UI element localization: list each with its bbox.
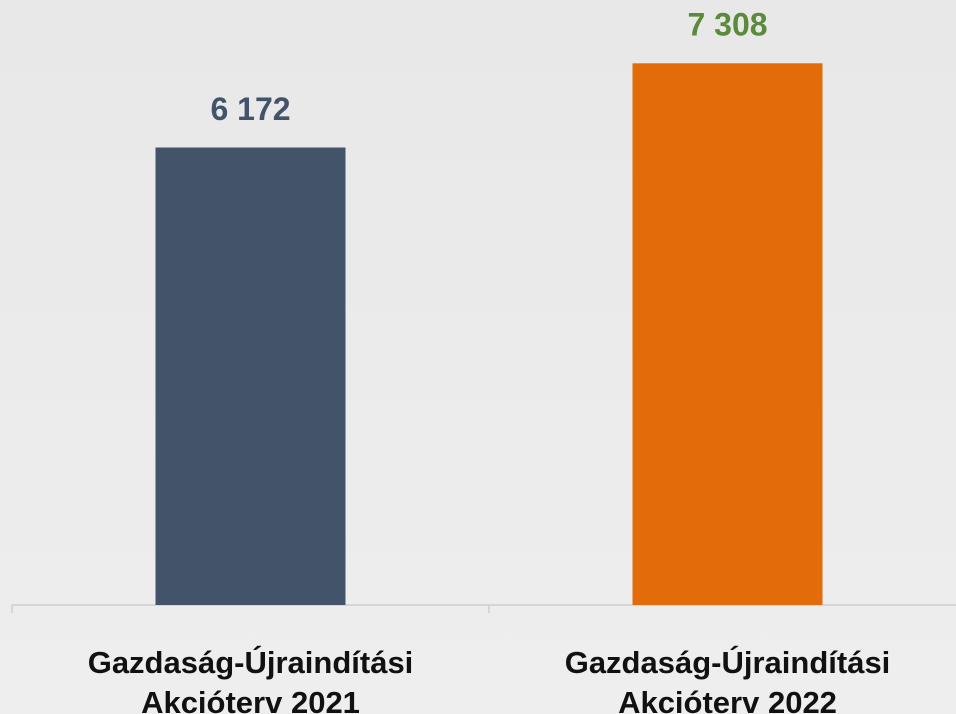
bar [632,63,823,606]
x-tick-label: Gazdaság-Újraindítási Akcióterv 2021 [87,645,414,714]
value-label: 6 172 [210,91,290,127]
x-tick-label: Gazdaság-Újraindítási Akcióterv 2022 [564,645,891,714]
bar [155,147,346,606]
value-label: 7 308 [687,7,767,43]
